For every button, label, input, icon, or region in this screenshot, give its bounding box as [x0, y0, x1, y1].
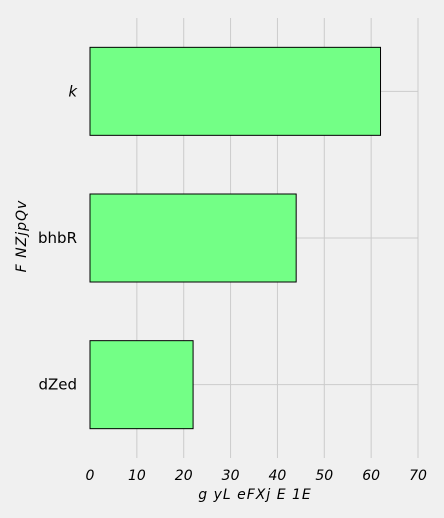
y-category-label: bhbR [38, 229, 77, 247]
bar [89, 193, 297, 283]
x-tick-label: 10 [128, 468, 146, 484]
bar [89, 46, 382, 136]
y-category-label: k [68, 82, 78, 100]
x-tick-label: 70 [409, 468, 427, 484]
x-tick-label: 30 [222, 468, 240, 484]
x-tick-labels: 0 10 20 30 40 50 60 70 [86, 468, 427, 484]
y-category-label: dZed [38, 376, 77, 394]
x-tick-label: 50 [315, 468, 333, 484]
y-category-labels: k bhbR dZed [38, 82, 78, 393]
x-axis-label: g yL eFXj E 1E [198, 487, 312, 503]
x-tick-label: 20 [175, 468, 193, 484]
y-axis-label: F NZjpQv [14, 200, 30, 273]
bars [89, 46, 382, 430]
x-tick-label: 40 [269, 468, 287, 484]
x-tick-label: 60 [362, 468, 380, 484]
bar [89, 340, 194, 430]
x-tick-label: 0 [86, 468, 95, 484]
